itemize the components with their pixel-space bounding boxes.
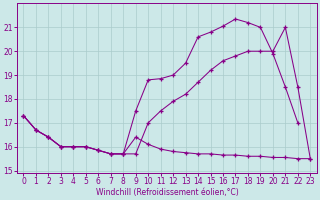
X-axis label: Windchill (Refroidissement éolien,°C): Windchill (Refroidissement éolien,°C) xyxy=(96,188,238,197)
